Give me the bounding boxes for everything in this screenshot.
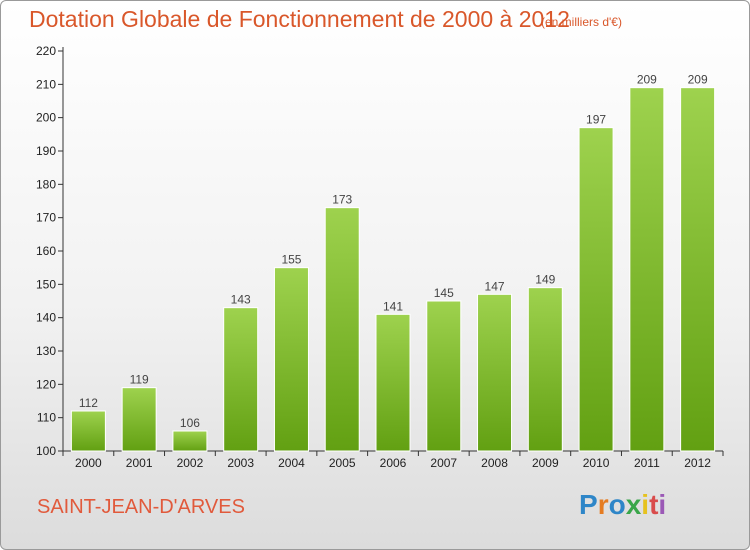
x-tick-label: 2008 bbox=[481, 456, 508, 470]
x-tick-label: 2000 bbox=[75, 456, 102, 470]
bar-2012 bbox=[680, 87, 716, 452]
y-tick-label: 100 bbox=[36, 444, 56, 458]
logo-letter: t bbox=[649, 489, 659, 520]
data-label-2010: 197 bbox=[586, 113, 606, 127]
x-tick-label: 2004 bbox=[278, 456, 305, 470]
bar-2003 bbox=[223, 307, 259, 452]
y-tick-label: 130 bbox=[36, 344, 56, 358]
bar-2004 bbox=[273, 267, 309, 452]
y-tick-label: 210 bbox=[36, 77, 56, 91]
y-tick-label: 190 bbox=[36, 144, 56, 158]
bar-2002 bbox=[172, 430, 208, 452]
bars-group bbox=[70, 87, 716, 452]
bar-2006 bbox=[375, 313, 411, 452]
x-axis: 2000 2001 2002 2003 2004 2005 2006 2007 2008 2009… bbox=[62, 450, 724, 470]
bar-2008 bbox=[477, 293, 513, 452]
data-label-2006: 141 bbox=[383, 299, 403, 313]
bar-2010 bbox=[578, 127, 614, 452]
x-tick-label: 2012 bbox=[684, 456, 711, 470]
logo-letter: r bbox=[597, 489, 609, 520]
bar-2005 bbox=[324, 207, 360, 452]
data-label-2004: 155 bbox=[281, 253, 301, 267]
y-tick-label: 150 bbox=[36, 277, 56, 291]
data-label-2011: 209 bbox=[637, 73, 657, 87]
y-tick-label: 180 bbox=[36, 177, 56, 191]
data-label-2002: 106 bbox=[180, 416, 200, 430]
x-tick-label: 2011 bbox=[634, 456, 660, 470]
y-tick-label: 200 bbox=[36, 111, 56, 125]
logo-letter: o bbox=[608, 489, 626, 520]
x-tick-label: 2005 bbox=[329, 456, 356, 470]
proxiti-logo[interactable]: Proxiti bbox=[579, 489, 666, 521]
data-label-2000: 112 bbox=[79, 396, 98, 410]
y-tick-label: 110 bbox=[37, 411, 56, 425]
x-tick-label: 2006 bbox=[380, 456, 407, 470]
logo-letter: x bbox=[625, 489, 642, 520]
bar-2000 bbox=[70, 410, 106, 452]
commune-name: SAINT-JEAN-D'ARVES bbox=[37, 496, 245, 518]
data-label-2007: 145 bbox=[434, 286, 454, 300]
x-tick-label: 2010 bbox=[583, 456, 610, 470]
data-label-2008: 147 bbox=[485, 279, 505, 293]
data-label-2003: 143 bbox=[231, 293, 251, 307]
bar-2007 bbox=[426, 300, 462, 452]
logo-letter: P bbox=[579, 489, 598, 520]
data-label-2001: 119 bbox=[130, 373, 149, 387]
bar-2001 bbox=[121, 387, 157, 452]
chart-subtitle: (en milliers d'€) bbox=[541, 15, 622, 29]
x-tick-label: 2001 bbox=[126, 456, 153, 470]
x-tick-label: 2007 bbox=[430, 456, 457, 470]
y-tick-label: 140 bbox=[36, 311, 56, 325]
y-axis: 100 110 120 130 140 150 160 170 180 190 200 210 220 bbox=[36, 44, 64, 458]
x-tick-label: 2009 bbox=[532, 456, 559, 470]
bar-2011 bbox=[629, 87, 665, 452]
y-tick-label: 220 bbox=[36, 44, 56, 58]
y-tick-label: 120 bbox=[36, 377, 56, 391]
data-label-2012: 209 bbox=[688, 73, 708, 87]
y-tick-label: 170 bbox=[36, 211, 56, 225]
data-label-2005: 173 bbox=[332, 193, 352, 207]
y-tick-label: 160 bbox=[36, 244, 56, 258]
x-tick-label: 2003 bbox=[227, 456, 254, 470]
logo-letter: i bbox=[658, 489, 667, 520]
data-label-2009: 149 bbox=[535, 273, 555, 287]
chart-title: Dotation Globale de Fonctionnement de 20… bbox=[29, 6, 570, 32]
x-tick-label: 2002 bbox=[177, 456, 204, 470]
logo-letter: i bbox=[641, 489, 650, 520]
bar-2009 bbox=[527, 287, 563, 452]
data-labels-group: 112 119 106 143 155 173 141 145 147 149 197 209 209 bbox=[79, 73, 708, 430]
